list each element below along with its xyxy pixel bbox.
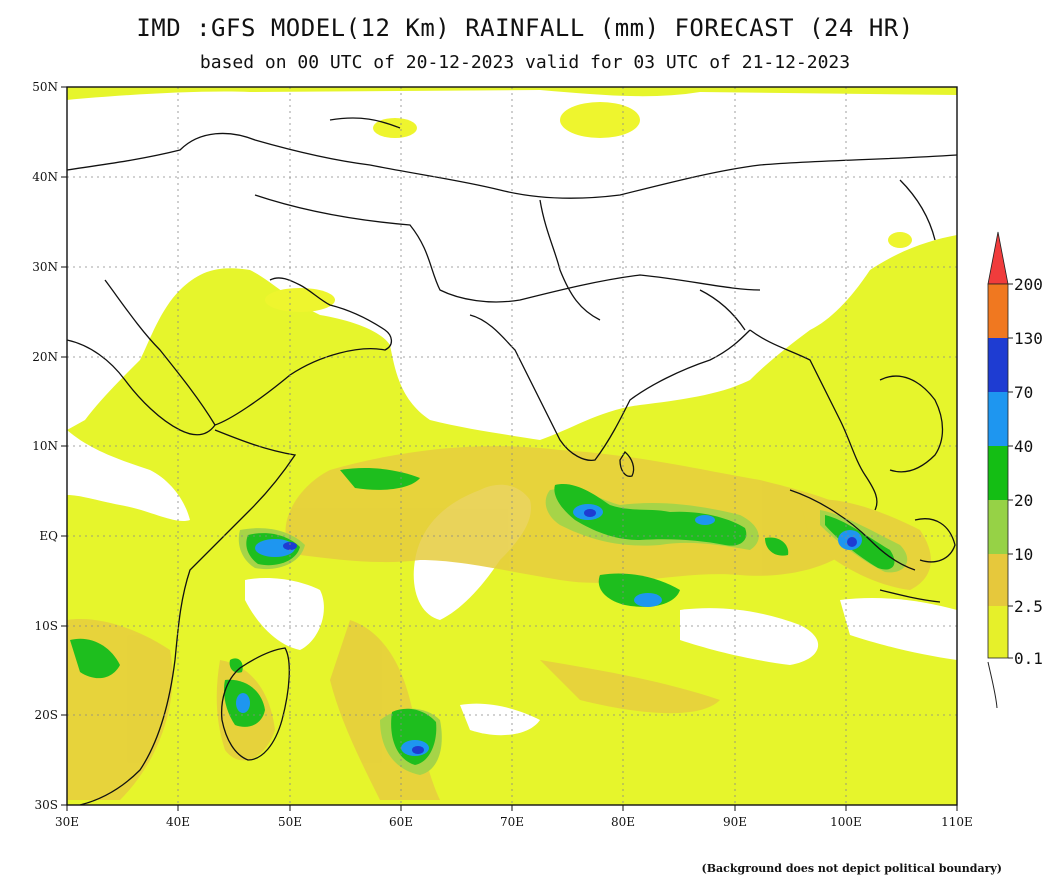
- lat-label: 10S: [35, 619, 59, 633]
- coastlines: [67, 117, 957, 805]
- graticule: [67, 87, 957, 805]
- legend-label: 70: [1014, 383, 1033, 402]
- light-rain-patches: [265, 102, 912, 312]
- legend-label: 20: [1014, 491, 1033, 510]
- lat-label: EQ: [39, 529, 58, 543]
- legend-swatch-70-130: [988, 338, 1008, 392]
- legend-label: 200: [1014, 275, 1043, 294]
- lat-label: 50N: [32, 80, 58, 94]
- rainfall-legend: 200 130 70 40 20 10 2.5 0.1: [987, 231, 1043, 709]
- lat-label: 30S: [35, 798, 59, 812]
- legend-label: 2.5: [1014, 597, 1043, 616]
- legend-label: 10: [1014, 545, 1033, 564]
- legend-frame: [987, 283, 1009, 659]
- boundary-disclaimer: (Background does not depict political bo…: [701, 862, 1002, 875]
- legend-swatch-20-40: [988, 446, 1008, 500]
- lat-label: 20N: [32, 350, 58, 364]
- legend-label: 130: [1014, 329, 1043, 348]
- legend-over-triangle: [987, 231, 1009, 285]
- lon-label: 90E: [723, 815, 747, 829]
- lat-label: 30N: [32, 260, 58, 274]
- legend-under-tail: [987, 661, 998, 709]
- tick-marks: [61, 86, 958, 811]
- lat-tick-labels: 50N 40N 30N 20N 10N EQ 10S 20S 30S: [32, 80, 58, 812]
- lon-label: 80E: [611, 815, 635, 829]
- map-subtitle: based on 00 UTC of 20-12-2023 valid for …: [199, 52, 851, 73]
- lon-label: 110E: [941, 815, 973, 829]
- map-area: [67, 87, 957, 805]
- lat-label: 20S: [35, 708, 59, 722]
- lat-label: 10N: [32, 439, 58, 453]
- rain-70-130: [283, 509, 857, 754]
- legend-label: 0.1: [1014, 649, 1043, 668]
- legend-swatch-0p1-2p5: [988, 606, 1008, 658]
- map-title: IMD :GFS MODEL(12 Km) RAINFALL (mm) FORE…: [136, 14, 914, 42]
- legend-swatch-130-200: [988, 284, 1008, 338]
- lon-label: 100E: [830, 815, 862, 829]
- lat-label: 40N: [32, 170, 58, 184]
- lon-tick-labels: 30E 40E 50E 60E 70E 80E 90E 100E 110E: [55, 815, 973, 829]
- lon-label: 40E: [166, 815, 190, 829]
- legend-swatch-40-70: [988, 392, 1008, 446]
- lon-label: 60E: [389, 815, 413, 829]
- legend-ticks: [1008, 283, 1013, 659]
- legend-swatch-2p5-10: [988, 554, 1008, 606]
- lon-label: 50E: [278, 815, 302, 829]
- lon-label: 30E: [55, 815, 79, 829]
- lon-label: 70E: [500, 815, 524, 829]
- legend-swatch-10-20: [988, 500, 1008, 554]
- legend-label: 40: [1014, 437, 1033, 456]
